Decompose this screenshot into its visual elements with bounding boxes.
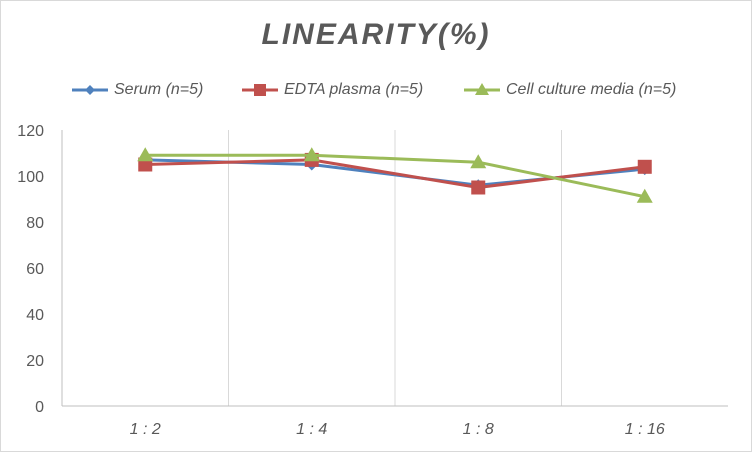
data-point-cell-culture-media [303,147,320,162]
y-tick-label: 120 [17,123,44,140]
x-tick-label: 1 : 4 [296,421,327,438]
legend-label-cell-culture-media: Cell culture media (n=5) [506,81,677,98]
legend-item-cell-culture-media: Cell culture media (n=5) [462,78,676,102]
x-tick-label: 1 : 8 [463,421,494,438]
y-tick-label: 100 [17,169,44,186]
legend-item-edta-plasma: EDTA plasma (n=5) [240,78,423,102]
series-line-1 [145,158,645,189]
y-tick-label: 80 [26,215,44,232]
y-tick-label: 0 [35,399,44,416]
chart-title: LINEARITY(%) [261,18,491,51]
x-tick-label: 1 : 2 [130,421,161,438]
y-tick-label: 40 [26,307,44,324]
legend-label-edta-plasma: EDTA plasma (n=5) [284,81,424,98]
legend-swatch-edta-plasma [242,84,278,96]
x-tick-label: 1 : 16 [625,421,665,438]
legend-swatch-cell-culture-media [464,83,500,95]
y-tick-label: 60 [26,261,44,278]
legend-label-serum: Serum (n=5) [114,81,204,98]
legend-item-serum: Serum (n=5) [70,78,203,102]
data-point-cell-culture-media [636,188,653,203]
data-point-edta-plasma [471,180,486,195]
y-tick-label: 20 [26,353,44,370]
series-line-2 [145,153,646,199]
legend-swatch-serum [72,85,108,95]
legend: Serum (n=5) EDTA plasma (n=5) Cell cultu… [0,78,752,102]
data-point-cell-culture-media [137,147,154,162]
data-point-cell-culture-media [470,154,487,169]
data-point-edta-plasma [637,159,652,174]
